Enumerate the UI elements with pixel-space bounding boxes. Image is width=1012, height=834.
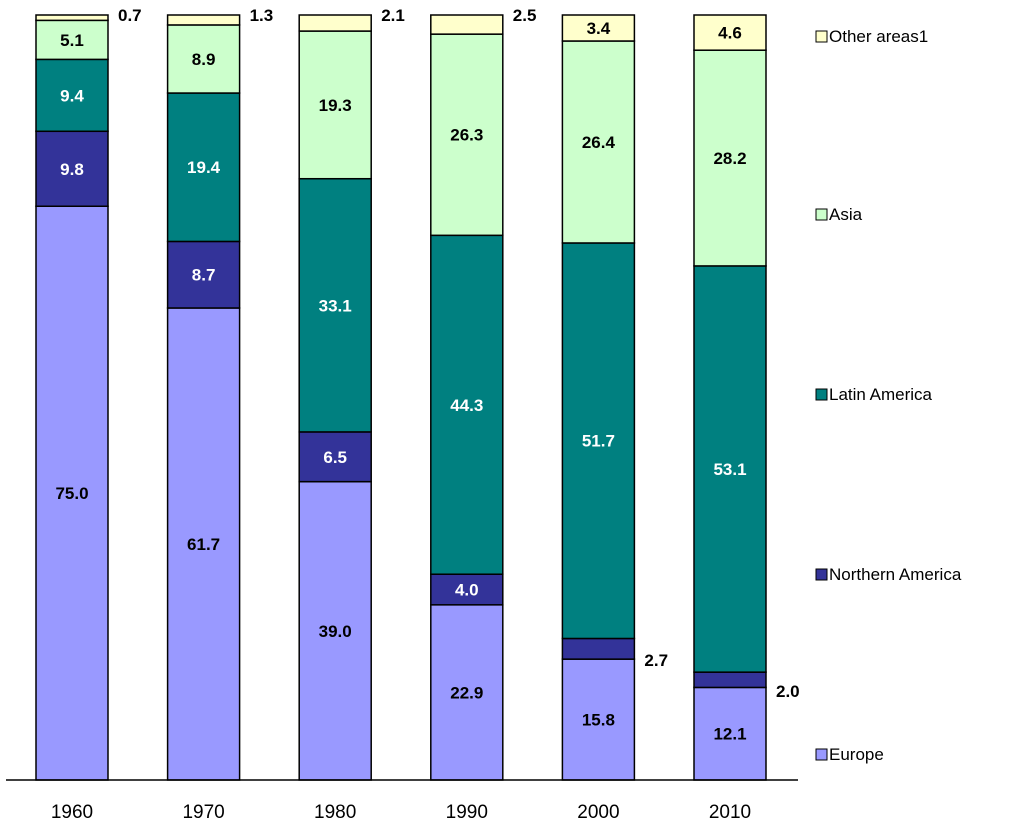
bar-segment-europe-1980: [298, 480, 372, 781]
bar-segment-latin-america-1970: [166, 92, 241, 243]
data-label-latin-america-1960: 9.4: [60, 86, 84, 105]
data-label-latin-america-2000: 51.7: [582, 432, 615, 451]
legend-label-northern-america: Northern America: [829, 565, 962, 584]
bar-segment-europe-2000: [561, 658, 636, 781]
data-label-latin-america-1980: 33.1: [319, 296, 352, 315]
data-label-asia-1960: 5.1: [60, 31, 84, 50]
x-tick-label-2000: 2000: [577, 802, 619, 823]
data-label-asia-1970: 8.9: [192, 50, 216, 69]
legend-label-europe: Europe: [829, 745, 884, 764]
data-labels-group: 75.0 9.8 9.4 5.1 0.7 61.7 8.7 19.4 8.9 1.3 39.0 6.5…: [55, 6, 799, 744]
data-label-asia-1980: 19.3: [319, 96, 352, 115]
bar-segment-northern-america-1970: [166, 240, 241, 309]
bars-group: [35, 14, 767, 781]
legend: Europe Northern America Latin America Asia O…: [815, 27, 962, 764]
bar-segment-other-areas1-1980: [298, 14, 372, 32]
data-label-europe-2000: 15.8: [582, 711, 615, 730]
bar-segment-europe-1960: [35, 205, 109, 781]
bar-segment-asia-2000: [561, 40, 636, 244]
legend-label-other-areas1: Other areas1: [829, 27, 928, 46]
bar-segment-other-areas1-1960: [35, 14, 109, 22]
bar-segment-other-areas1-2000: [561, 14, 636, 42]
bar-segment-northern-america-1990: [430, 573, 504, 606]
data-label-asia-2000: 26.4: [582, 133, 616, 152]
bar-segment-latin-america-1990: [430, 234, 504, 575]
bar-segment-other-areas1-1990: [430, 14, 504, 35]
bar-segment-northern-america-2010: [693, 671, 767, 689]
data-label-europe-2010: 12.1: [713, 725, 746, 744]
data-label-northern-america-1990: 4.0: [455, 581, 479, 600]
data-label-latin-america-1990: 44.3: [450, 396, 483, 415]
bar-segment-europe-1990: [430, 604, 504, 781]
data-label-europe-1990: 22.9: [450, 683, 483, 702]
bar-segment-northern-america-1960: [35, 130, 109, 207]
bar-segment-asia-1990: [430, 33, 504, 237]
data-label-other-areas1-2010: 4.6: [718, 24, 742, 43]
x-tick-label-1970: 1970: [182, 802, 224, 823]
bar-segment-latin-america-2010: [693, 265, 767, 673]
bar-segment-northern-america-2000: [561, 637, 636, 660]
legend-swatch-other-areas1: [815, 30, 828, 43]
data-label-northern-america-1960: 9.8: [60, 160, 84, 179]
data-label-other-areas1-1980: 2.1: [381, 6, 405, 25]
legend-swatch-latin-america: [815, 388, 828, 401]
bar-segment-latin-america-2000: [561, 242, 636, 640]
data-label-europe-1970: 61.7: [187, 535, 220, 554]
x-tick-label-1990: 1990: [446, 802, 488, 823]
bar-segment-other-areas1-1970: [166, 14, 241, 26]
x-tick-label-2010: 2010: [709, 802, 751, 823]
data-label-latin-america-1970: 19.4: [187, 158, 221, 177]
x-tick-labels-group: 1960 1970 1980 1990 2000 2010: [51, 802, 751, 823]
data-label-other-areas1-1970: 1.3: [250, 6, 274, 25]
legend-swatch-europe: [815, 748, 828, 761]
bar-segment-asia-1970: [166, 24, 241, 94]
bar-segment-asia-1980: [298, 30, 372, 180]
data-label-other-areas1-1960: 0.7: [118, 6, 142, 25]
data-label-asia-2010: 28.2: [713, 149, 746, 168]
legend-label-latin-america: Latin America: [829, 385, 933, 404]
data-label-europe-1980: 39.0: [319, 622, 352, 641]
bar-segment-asia-1960: [35, 19, 109, 61]
bar-segment-other-areas1-2010: [693, 14, 767, 51]
bar-segment-northern-america-1980: [298, 431, 372, 483]
legend-label-asia: Asia: [829, 205, 863, 224]
data-label-northern-america-1980: 6.5: [323, 448, 347, 467]
x-tick-label-1980: 1980: [314, 802, 356, 823]
data-label-other-areas1-1990: 2.5: [513, 6, 537, 25]
data-label-asia-1990: 26.3: [450, 126, 483, 145]
x-tick-label-1960: 1960: [51, 802, 93, 823]
data-label-northern-america-2010: 2.0: [776, 682, 800, 701]
data-label-latin-america-2010: 53.1: [713, 460, 746, 479]
data-label-europe-1960: 75.0: [55, 484, 88, 503]
data-label-northern-america-2000: 2.7: [644, 651, 668, 670]
data-label-northern-america-1970: 8.7: [192, 266, 216, 285]
legend-swatch-northern-america: [815, 568, 828, 581]
data-label-other-areas1-2000: 3.4: [587, 19, 611, 38]
legend-swatch-asia: [815, 208, 828, 221]
bar-segment-asia-2010: [693, 49, 767, 267]
